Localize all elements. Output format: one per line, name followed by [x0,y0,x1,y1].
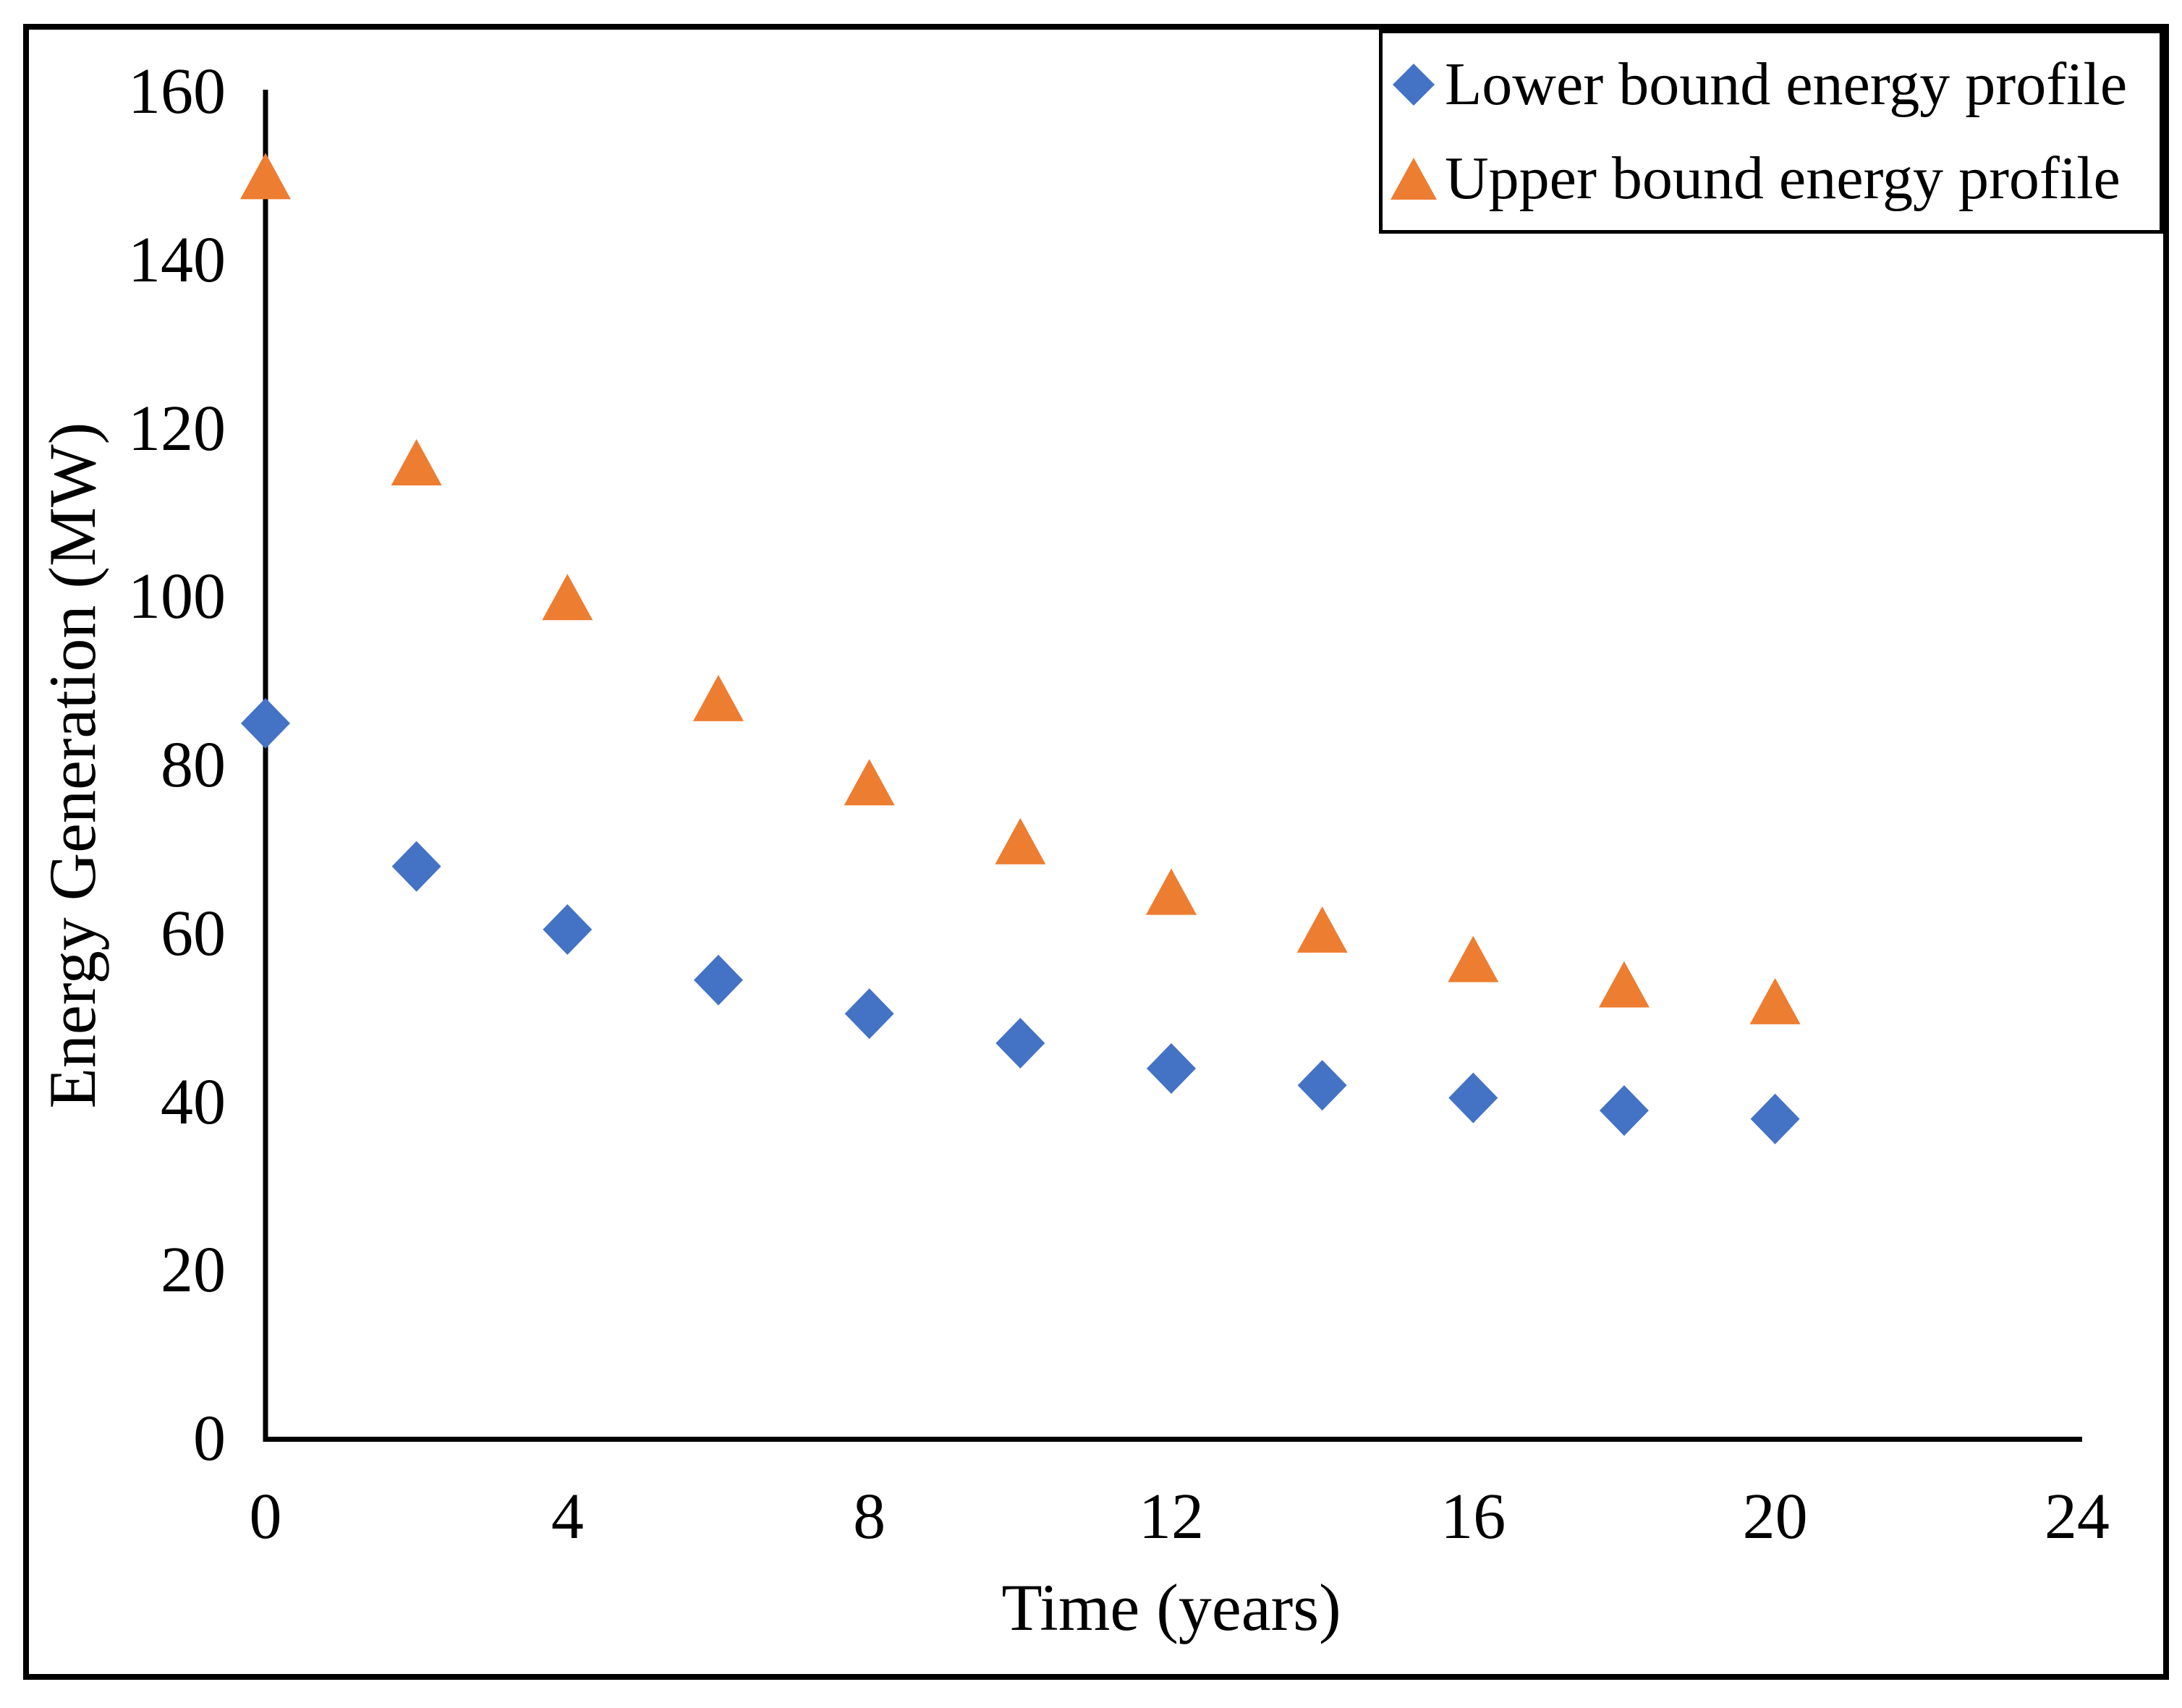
data-point-lower-bound [1750,1093,1800,1144]
x-tick-label: 12 [1138,1481,1204,1552]
triangle-marker-icon [1391,158,1437,200]
legend-label-lower-bound: Lower bound energy profile [1445,51,2128,118]
data-point-upper-bound [1296,906,1348,953]
data-point-lower-bound [391,841,441,892]
data-point-lower-bound [693,954,743,1006]
y-axis-title: Energy Generation (MW) [35,422,109,1109]
legend-item-upper-bound: Upper bound energy profile [1388,148,2160,209]
y-tick-label: 20 [161,1234,226,1307]
data-point-lower-bound [1599,1085,1649,1136]
y-tick-label: 100 [128,561,226,633]
legend-item-lower-bound: Lower bound energy profile [1388,54,2160,115]
x-tick-label: 24 [2044,1481,2110,1552]
y-tick-label: 60 [161,897,226,969]
x-tick-label: 8 [853,1481,886,1552]
data-point-lower-bound [996,1018,1045,1069]
x-tick-label: 20 [1742,1481,1808,1552]
data-point-upper-bound [542,574,593,621]
x-tick-label: 4 [551,1481,584,1552]
data-point-lower-bound [1297,1060,1347,1111]
data-point-upper-bound [240,153,291,200]
y-tick-label: 0 [193,1403,226,1474]
data-point-upper-bound [391,439,442,486]
x-tick-label: 0 [249,1481,282,1552]
data-point-lower-bound [543,904,593,955]
data-point-lower-bound [1448,1072,1498,1123]
data-point-upper-bound [1598,961,1650,1008]
data-point-lower-bound [844,988,894,1040]
data-point-upper-bound [1448,935,1499,982]
data-point-upper-bound [1749,977,1801,1024]
figure-border [23,24,2169,1680]
data-point-lower-bound [241,697,290,749]
y-tick-label: 80 [161,729,226,801]
data-point-upper-bound [692,674,744,721]
y-tick-label: 160 [128,56,226,127]
legend-label-upper-bound: Upper bound energy profile [1445,145,2121,212]
data-point-upper-bound [995,817,1046,864]
data-point-upper-bound [844,759,895,806]
data-point-lower-bound [1146,1042,1196,1094]
y-tick-label: 120 [128,392,226,464]
y-tick-label: 140 [128,224,226,296]
x-axis-title: Time (years) [1001,1571,1341,1644]
x-tick-label: 16 [1440,1481,1506,1552]
y-tick-label: 40 [161,1066,226,1138]
data-point-upper-bound [1145,868,1197,915]
diamond-marker-icon [1393,64,1435,106]
legend: Lower bound energy profile Upper bound e… [1379,30,2163,234]
